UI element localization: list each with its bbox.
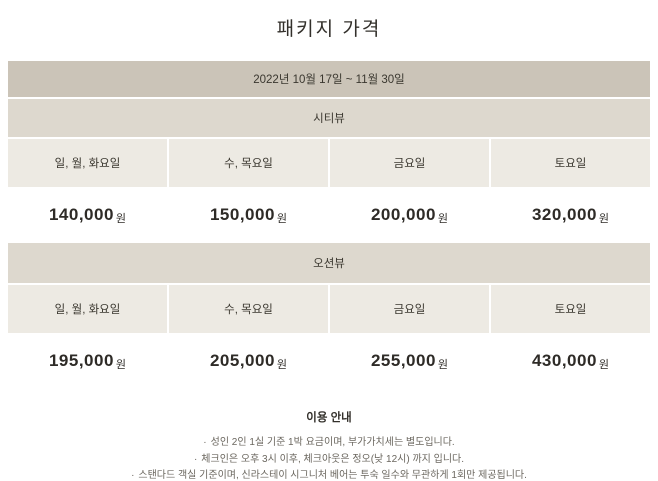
oceanview-price-row: 195,000 원 205,000 원 255,000 원 430,000 원 xyxy=(8,335,650,387)
day-header: 수, 목요일 xyxy=(169,285,328,333)
currency-suffix: 원 xyxy=(276,359,288,371)
cityview-price-row: 140,000 원 150,000 원 200,000 원 320,000 원 xyxy=(8,189,650,241)
currency-suffix: 원 xyxy=(598,359,610,371)
price-cell: 150,000 원 xyxy=(169,189,328,241)
currency-suffix: 원 xyxy=(115,359,127,371)
price-value: 430,000 xyxy=(531,351,597,370)
notice-item: · 체크인은 오후 3시 이후, 체크아웃은 정오(낮 12시) 까지 입니다. xyxy=(0,452,658,469)
price-table: 2022년 10월 17일 ~ 11월 30일 시티뷰 일, 월, 화요일 수,… xyxy=(8,61,650,387)
price-cell: 195,000 원 xyxy=(8,335,167,387)
oceanview-day-header-row: 일, 월, 화요일 수, 목요일 금요일 토요일 xyxy=(8,285,650,333)
price-value: 150,000 xyxy=(209,205,275,224)
bullet-marker: · xyxy=(131,470,135,481)
price-cell: 255,000 원 xyxy=(330,335,489,387)
price-value: 200,000 xyxy=(370,205,436,224)
section-header-cityview: 시티뷰 xyxy=(8,99,650,137)
notice-text: 스탠다드 객실 기준이며, 신라스테이 시그니처 베어는 투숙 일수와 무관하게… xyxy=(138,470,527,481)
currency-suffix: 원 xyxy=(598,213,610,225)
price-value: 205,000 xyxy=(209,351,275,370)
day-header: 일, 월, 화요일 xyxy=(8,139,167,187)
section-header-oceanview: 오션뷰 xyxy=(8,243,650,283)
price-cell: 140,000 원 xyxy=(8,189,167,241)
price-value: 320,000 xyxy=(531,205,597,224)
day-header: 토요일 xyxy=(491,285,650,333)
price-cell: 320,000 원 xyxy=(491,189,650,241)
notice-title: 이용 안내 xyxy=(306,412,352,424)
period-header: 2022년 10월 17일 ~ 11월 30일 xyxy=(8,61,650,97)
page-title: 패키지 가격 xyxy=(276,19,382,40)
day-header: 토요일 xyxy=(491,139,650,187)
usage-notice: 이용 안내 · 성인 2인 1실 기준 1박 요금이며, 부가가치세는 별도입니다… xyxy=(0,409,658,481)
day-header: 수, 목요일 xyxy=(169,139,328,187)
currency-suffix: 원 xyxy=(437,213,449,225)
price-value: 255,000 xyxy=(370,351,436,370)
notice-text: 체크인은 오후 3시 이후, 체크아웃은 정오(낮 12시) 까지 입니다. xyxy=(201,453,465,465)
day-header: 금요일 xyxy=(330,285,489,333)
price-value: 195,000 xyxy=(48,351,114,370)
price-cell: 430,000 원 xyxy=(491,335,650,387)
notice-item: · 스탠다드 객실 기준이며, 신라스테이 시그니처 베어는 투숙 일수와 무관하… xyxy=(0,468,658,481)
notice-text: 성인 2인 1실 기준 1박 요금이며, 부가가치세는 별도입니다. xyxy=(210,437,455,448)
cityview-day-header-row: 일, 월, 화요일 수, 목요일 금요일 토요일 xyxy=(8,139,650,187)
notice-item: · 성인 2인 1실 기준 1박 요금이며, 부가가치세는 별도입니다. xyxy=(0,435,658,452)
currency-suffix: 원 xyxy=(115,213,127,225)
bullet-marker: · xyxy=(193,453,198,465)
day-header: 일, 월, 화요일 xyxy=(8,285,167,333)
currency-suffix: 원 xyxy=(276,213,288,225)
price-cell: 205,000 원 xyxy=(169,335,328,387)
day-header: 금요일 xyxy=(330,139,489,187)
price-cell: 200,000 원 xyxy=(330,189,489,241)
price-value: 140,000 xyxy=(48,205,114,224)
bullet-marker: · xyxy=(203,437,207,448)
currency-suffix: 원 xyxy=(437,359,449,371)
